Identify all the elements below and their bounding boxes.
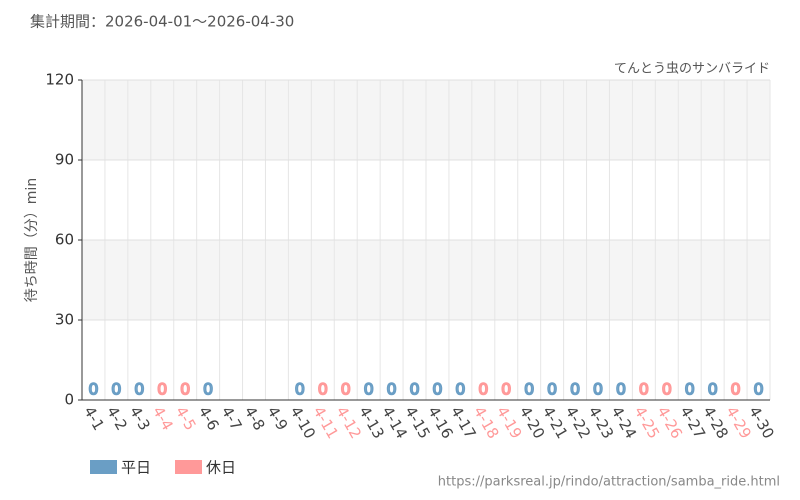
legend-label: 休日 <box>206 459 236 477</box>
value-label: 0 <box>203 380 213 399</box>
value-label: 0 <box>639 380 649 399</box>
x-tick-label: 4-5 <box>172 403 200 433</box>
value-label: 0 <box>88 380 98 399</box>
chart-title: 集計期間：2026-04-01～2026-04-30 <box>30 13 294 31</box>
y-axis-label: 待ち時間（分）min <box>24 178 40 302</box>
value-label: 0 <box>478 380 488 399</box>
value-label: 0 <box>547 380 557 399</box>
value-label: 0 <box>685 380 695 399</box>
value-label: 0 <box>134 380 144 399</box>
x-tick-label: 4-9 <box>264 403 292 433</box>
x-tick-label: 4-7 <box>218 403 246 433</box>
value-label: 0 <box>616 380 626 399</box>
value-label: 0 <box>524 380 534 399</box>
x-tick-label: 4-4 <box>149 403 177 433</box>
chart-subtitle: てんとう虫のサンバライド <box>614 62 770 77</box>
x-tick-label: 4-1 <box>80 403 108 433</box>
legend-swatch <box>90 460 117 474</box>
value-label: 0 <box>731 380 741 399</box>
value-label: 0 <box>364 380 374 399</box>
x-tick-label: 4-2 <box>103 403 131 433</box>
y-tick-label: 60 <box>55 231 74 249</box>
value-label: 0 <box>753 380 763 399</box>
y-tick-label: 120 <box>45 71 74 89</box>
value-label: 0 <box>455 380 465 399</box>
value-label: 0 <box>387 380 397 399</box>
x-tick-label: 4-6 <box>195 403 223 433</box>
value-label: 0 <box>501 380 511 399</box>
value-label: 0 <box>180 380 190 399</box>
legend-label: 平日 <box>121 459 151 477</box>
value-label: 0 <box>662 380 672 399</box>
value-label: 0 <box>341 380 351 399</box>
value-label: 0 <box>708 380 718 399</box>
legend-swatch <box>175 460 202 474</box>
source-url: https://parksreal.jp/rindo/attraction/sa… <box>438 475 780 490</box>
x-tick-label: 4-3 <box>126 403 154 433</box>
y-tick-label: 90 <box>55 151 74 169</box>
value-label: 0 <box>295 380 305 399</box>
value-label: 0 <box>318 380 328 399</box>
y-tick-label: 0 <box>64 391 74 409</box>
value-label: 0 <box>157 380 167 399</box>
x-tick-label: 4-8 <box>241 403 269 433</box>
value-label: 0 <box>593 380 603 399</box>
value-label: 0 <box>570 380 580 399</box>
value-label: 0 <box>409 380 419 399</box>
value-label: 0 <box>111 380 121 399</box>
y-tick-label: 30 <box>55 311 74 329</box>
value-label: 0 <box>432 380 442 399</box>
